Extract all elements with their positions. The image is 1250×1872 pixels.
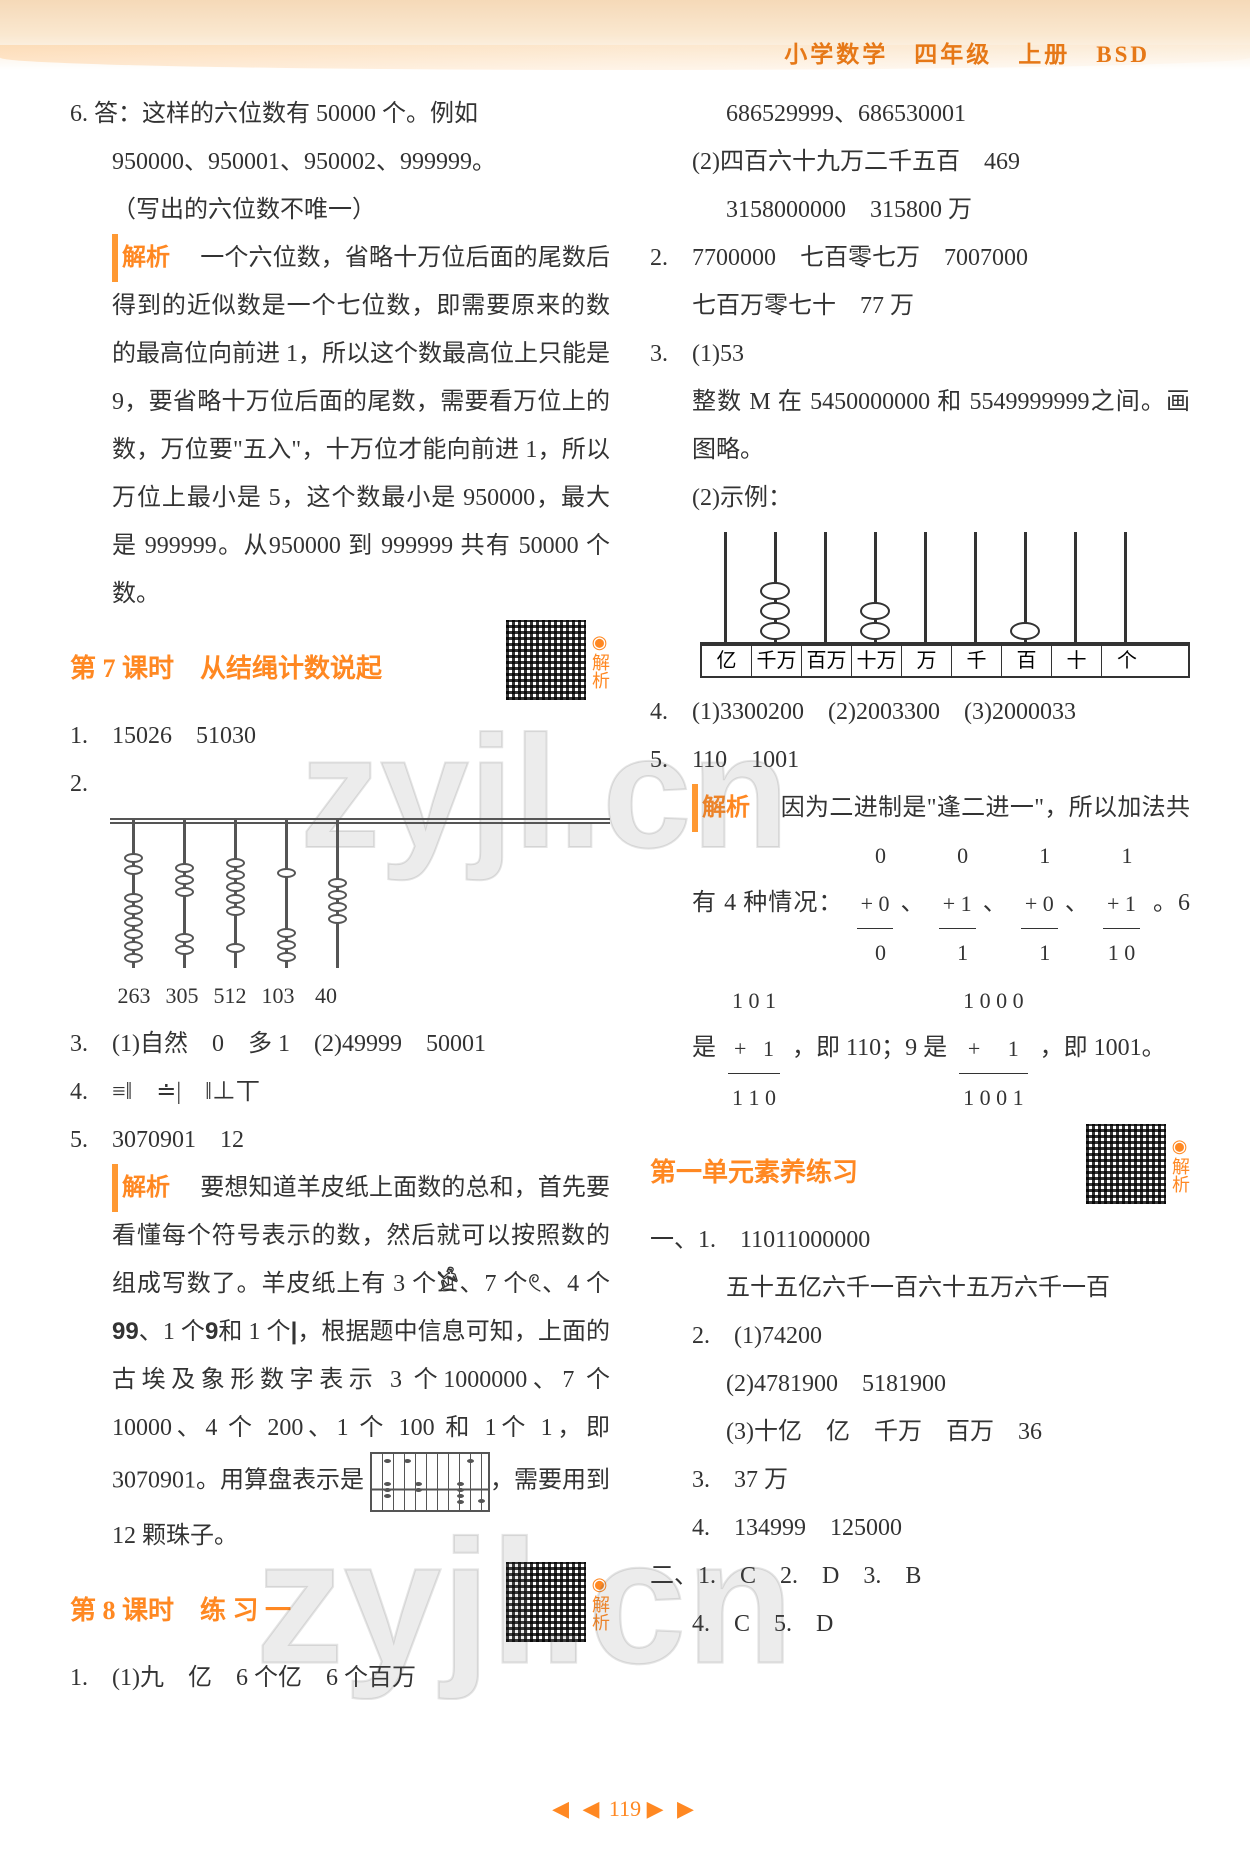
fraction-6: 1 0 0 0+ 11 0 0 1 [959, 977, 1028, 1122]
q6-line1: 6. 答：这样的六位数有 50000 个。例如 [70, 90, 610, 138]
edition: BSD [1096, 42, 1150, 67]
r-q2b: 七百万零七十 77 万 [650, 282, 1190, 330]
unit-1-1b: 五十五亿六千一百六十五万六千一百 [650, 1264, 1190, 1312]
left-arrows-icon: ◀ ◀ [552, 1796, 603, 1821]
unit-1-2b: (2)4781900 5181900 [650, 1360, 1190, 1408]
suanchou-diagram [110, 818, 610, 968]
explain-tag: 解析 [692, 784, 756, 832]
r-q4: 4. (1)3300200 (2)2003300 (3)2000033 [650, 688, 1190, 736]
r1-line1: 686529999、686530001 [650, 90, 1190, 138]
l8-q1: 1. (1)九 亿 6 个亿 6 个百万 [70, 1654, 610, 1702]
glyph-icon: 𓏲 [528, 1260, 541, 1308]
header-title: 小学数学 四年级 上册 BSD [784, 35, 1150, 69]
r1-line3: 3158000000 315800 万 [650, 186, 1190, 234]
qr-icon [1082, 1120, 1170, 1208]
unit-1-2a: 2. (1)74200 [650, 1312, 1190, 1360]
unit-1-1a: 一、1. 11011000000 [650, 1216, 1190, 1264]
abacus-labels: 亿 千万 百万 十万 万 千 百 十 个 [700, 644, 1190, 678]
page-header: 小学数学 四年级 上册 BSD [0, 0, 1250, 70]
unit-2-2: 4. C 5. D [650, 1600, 1190, 1648]
lesson7-header-row: 第 7 课时 从结绳计数说起 ◉解析 [70, 626, 610, 704]
subject: 小学数学 [784, 42, 888, 67]
fraction-2: 0+ 1 1 [939, 832, 976, 977]
l7-q4: 4. ≡‖ ≐| ‖⊥丅 [70, 1068, 610, 1116]
glyph-icon: 9 [205, 1308, 218, 1356]
abacus-icon [370, 1452, 490, 1512]
unit-header-row: 第一单元素养练习 ◉解析 [650, 1130, 1190, 1208]
q6-line2: 950000、950001、950002、999999。 [70, 138, 610, 186]
fraction-1: 0+ 0 0 [857, 832, 894, 977]
q6-explain-text: 一个六位数，省略十万位后面的尾数后得到的近似数是一个七位数，即需要原来的数的最高… [112, 245, 610, 607]
r-q3b: 整数 M 在 5450000000 和 5549999999之间。画图略。 [650, 378, 1190, 474]
r-q3c: (2)示例： [650, 474, 1190, 522]
fraction-4: 1+ 11 0 [1103, 832, 1140, 977]
q6-explain: 解析 一个六位数，省略十万位后面的尾数后得到的近似数是一个七位数，即需要原来的数… [70, 234, 610, 618]
r-q3a: 3. (1)53 [650, 330, 1190, 378]
q6-line3: （写出的六位数不唯一） [70, 186, 610, 234]
glyph-icon: 99 [112, 1308, 139, 1356]
r-explain: 解析 因为二进制是"逢二进一"，所以加法共有 4 种情况： 0+ 0 0、 0+… [650, 784, 1190, 1122]
qr-label: ◉解析 [590, 1574, 610, 1631]
lesson7-title: 第 7 课时 从结绳计数说起 [70, 644, 382, 694]
page-content: 6. 答：这样的六位数有 50000 个。例如 950000、950001、95… [0, 70, 1250, 1702]
l7-explain: 解析 要想知道羊皮纸上面数的总和，首先要看懂每个符号表示的数，然后就可以按照数的… [70, 1164, 610, 1560]
l7-q3: 3. (1)自然 0 多 1 (2)49999 50001 [70, 1020, 610, 1068]
unit-2-1: 二、1. C 2. D 3. B [650, 1552, 1190, 1600]
grade: 四年级 [914, 42, 992, 67]
unit-title: 第一单元素养练习 [650, 1148, 858, 1198]
qr-label: ◉解析 [590, 632, 610, 689]
abacus-rods [700, 532, 1190, 644]
r-q2: 2. 7700000 七百零七万 7007000 [650, 234, 1190, 282]
l7-q1: 1. 15026 51030 [70, 712, 610, 760]
lesson8-title: 第 8 课时 练 习 一 [70, 1586, 291, 1636]
page-footer: ◀ ◀ 119 ▶ ▶ [0, 1796, 1250, 1822]
r-q5: 5. 110 1001 [650, 736, 1190, 784]
fraction-3: 1+ 0 1 [1021, 832, 1058, 977]
qr-icon [502, 616, 590, 704]
qr-label: ◉解析 [1170, 1136, 1190, 1193]
l7-q2-label: 2. [70, 760, 610, 808]
qr-block: ◉解析 [492, 1558, 610, 1646]
explain-tag: 解析 [112, 1164, 176, 1212]
unit-1-4: 4. 134999 125000 [650, 1504, 1190, 1552]
unit-1-2c: (3)十亿 亿 千万 百万 36 [650, 1408, 1190, 1456]
qr-icon [502, 1558, 590, 1646]
qr-block: ◉解析 [492, 616, 610, 704]
l7-q5: 5. 3070901 12 [70, 1116, 610, 1164]
abacus-diagram: 亿 千万 百万 十万 万 千 百 十 个 [700, 532, 1190, 678]
left-column: 6. 答：这样的六位数有 50000 个。例如 950000、950001、95… [70, 90, 630, 1702]
right-arrows-icon: ▶ ▶ [647, 1796, 698, 1821]
right-column: 686529999、686530001 (2)四百六十九万二千五百 469 31… [630, 90, 1190, 1702]
fraction-5: 1 0 1+ 11 1 0 [728, 977, 780, 1122]
page-number: 119 [609, 1796, 641, 1821]
volume: 上册 [1018, 42, 1070, 67]
unit-1-3: 3. 37 万 [650, 1456, 1190, 1504]
qr-block: ◉解析 [1072, 1120, 1190, 1208]
r1-line2: (2)四百六十九万二千五百 469 [650, 138, 1190, 186]
lesson8-header-row: 第 8 课时 练 习 一 ◉解析 [70, 1568, 610, 1646]
explain-tag: 解析 [112, 234, 176, 282]
glyph-icon: 𓀀 [437, 1260, 459, 1308]
suanchou-labels: 26330551210340 [110, 972, 610, 1020]
